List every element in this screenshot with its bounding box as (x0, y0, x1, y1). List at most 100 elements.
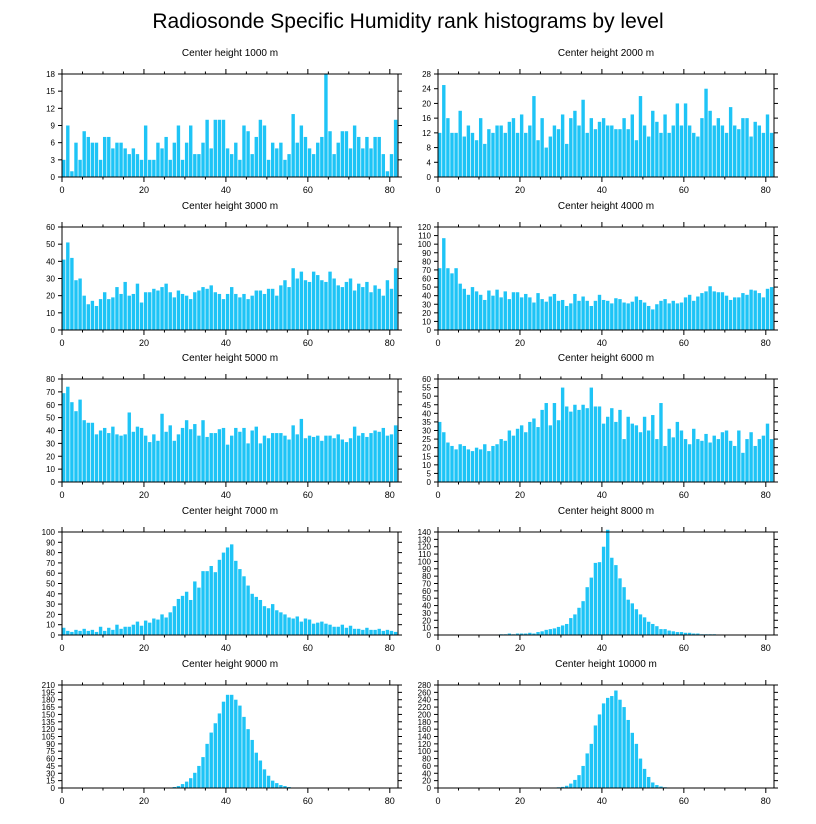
panel-1-bar (369, 148, 373, 177)
panel-2-bar (593, 129, 598, 177)
panel-2-bar (438, 132, 442, 177)
panel-4-bar (769, 287, 774, 330)
panel-7-bar (234, 560, 238, 635)
panel-6-ytick-label: 50 (422, 392, 431, 401)
panel-5-bar (70, 402, 74, 482)
panel-7-bar (266, 608, 271, 635)
panel-6-bar (606, 416, 610, 482)
panel-4-bar (626, 303, 630, 330)
panel-1-bar (221, 119, 226, 177)
panel-3-bar (279, 285, 283, 330)
panel-5-bar (197, 435, 201, 482)
panel-2-bar (733, 125, 737, 177)
panel-2-bar (548, 136, 553, 177)
panel-1-ytick-label: 12 (46, 104, 55, 113)
panel-10-bar (626, 719, 630, 788)
panel-7-ytick-label: 0 (51, 631, 56, 640)
panel-7-ytick-label: 10 (46, 621, 55, 630)
panel-3-bar (131, 293, 136, 330)
panel-2-bar (499, 125, 503, 177)
panel-1-bar (270, 142, 275, 177)
panel-1-bar (148, 159, 152, 177)
panel-9-ytick-label: 30 (46, 769, 55, 778)
panel-5-ytick-label: 10 (46, 465, 55, 474)
panel-7-bar (217, 559, 222, 635)
panel-2-bar (540, 118, 544, 177)
panel-2-bar (667, 132, 671, 177)
panel-5-bar (74, 411, 78, 482)
panel-6-bar (532, 418, 536, 482)
panel-3-title: Center height 3000 m (182, 201, 278, 212)
panel-6-title: Center height 6000 m (558, 353, 654, 364)
panel-3-bar (119, 293, 123, 330)
panel-7-bar (143, 620, 148, 635)
panel-3-bar (176, 290, 181, 330)
panel-10-xtick-label: 20 (515, 796, 525, 806)
panel-1-bar (160, 148, 164, 177)
panel-9-ytick-label: 135 (42, 718, 56, 727)
panel-2-bar (581, 99, 585, 177)
panel-2-bar (458, 110, 462, 177)
panel-2-ytick-label: 8 (427, 144, 432, 153)
panel-4-bar (552, 293, 557, 330)
panel-3-bar (189, 299, 193, 330)
panel-1-bar (283, 159, 287, 177)
panel-3-bar (213, 292, 218, 330)
panel-6-ytick-label: 30 (422, 427, 431, 436)
panel-8-ytick-label: 30 (422, 609, 431, 618)
panel-10-bar (630, 732, 634, 788)
panel-5-bar (86, 422, 90, 482)
panel-1-bar (98, 159, 103, 177)
panel-3-bar (217, 293, 222, 330)
panel-2-bar (704, 88, 708, 177)
panel-3-bar (311, 271, 316, 330)
panel-5-bar (270, 433, 275, 482)
panel-2-bar (478, 118, 483, 177)
panel-7-bar (287, 617, 291, 635)
panel-1-bar (332, 154, 336, 177)
panel-7-bar (135, 621, 140, 635)
panel-7-bar (70, 631, 74, 635)
panel-3-ytick-label: 40 (46, 257, 55, 266)
panel-6-ytick-label: 25 (422, 435, 431, 444)
panel-1-bar (234, 142, 238, 177)
panel-8-bar (565, 623, 569, 635)
panel-2-ytick-label: 16 (422, 114, 431, 123)
panel-5-bar (311, 436, 316, 482)
panel-1-bar (262, 125, 267, 177)
panel-1-bar (250, 154, 254, 177)
panel-4-bar (696, 296, 700, 330)
panel-3-bar (357, 283, 361, 330)
panel-10-ytick-label: 120 (418, 740, 432, 749)
panel-10-bar (601, 703, 606, 788)
panel-5-ytick-label: 50 (46, 414, 55, 423)
panel-6-bar (679, 430, 684, 482)
panel-4-bar (655, 304, 659, 330)
panel-2-bar (556, 129, 561, 177)
panel-7-ytick-label: 100 (42, 528, 56, 537)
panel-7-bar (340, 624, 345, 635)
panel-1-bar (168, 159, 172, 177)
panel-4-bar (540, 299, 544, 330)
panel-1-ytick-label: 18 (46, 70, 55, 79)
panel-4-bar (618, 299, 622, 330)
panel-3-bar (225, 293, 230, 330)
panel-10-bar (614, 690, 618, 788)
panel-5-ytick-label: 60 (46, 401, 55, 410)
panel-2-bar (679, 125, 684, 177)
panel-6-bar (536, 427, 540, 482)
panel-7-bar (361, 629, 365, 635)
panel-6-bar (700, 440, 704, 482)
panel-9-ytick-label: 210 (42, 681, 56, 690)
panel-1-bar (393, 119, 398, 177)
panel-1-bar (180, 159, 185, 177)
panel-5-bar (143, 435, 148, 482)
panel-3-bar (164, 283, 168, 330)
panel-6-xtick-label: 20 (515, 490, 525, 500)
panel-4-bar (532, 302, 536, 330)
panel-8-bar (683, 632, 688, 635)
panel-1-bar (139, 159, 144, 177)
panel-5-bar (357, 435, 361, 482)
panel-9-bar (189, 778, 193, 788)
panel-3-bar (275, 295, 279, 330)
